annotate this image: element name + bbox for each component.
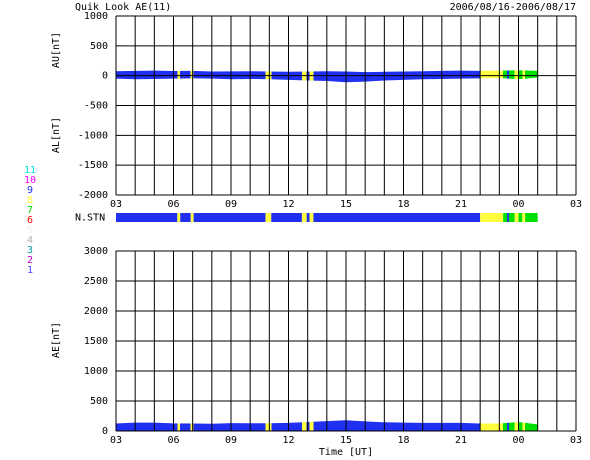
station-segment: [177, 213, 181, 222]
station-label: N.STN: [75, 213, 105, 224]
station-segment: [265, 213, 272, 222]
y-tick-label: 0: [102, 426, 108, 437]
legend-entry: 7: [27, 205, 33, 216]
legend-entry: 10: [24, 175, 36, 186]
chart-title: Quik Look AE(11): [75, 2, 171, 13]
y-tick-label: 0: [102, 71, 108, 82]
station-segment: [518, 213, 523, 222]
station-segment: [190, 213, 194, 222]
x-tick-label: 06: [167, 435, 179, 446]
y-axis-label: AL[nT]: [51, 117, 62, 153]
x-tick-label: 21: [455, 199, 467, 210]
x-tick-label: 03: [110, 199, 122, 210]
legend-entry: 5: [27, 225, 33, 236]
y-axis-label: AE[nT]: [51, 322, 62, 358]
y-tick-label: 500: [90, 396, 108, 407]
station-segment: [193, 213, 266, 222]
y-tick-label: -500: [84, 101, 108, 112]
x-tick-label: 03: [570, 199, 582, 210]
x-tick-label: 09: [225, 199, 237, 210]
x-tick-label: 00: [512, 435, 524, 446]
x-tick-label: 21: [455, 435, 467, 446]
x-tick-label: 03: [110, 435, 122, 446]
legend-entry: 11: [24, 165, 36, 176]
x-tick-label: 06: [167, 199, 179, 210]
station-segment: [508, 213, 515, 222]
station-segment: [271, 213, 302, 222]
x-tick-label: 12: [282, 435, 294, 446]
station-segment: [309, 213, 314, 222]
y-tick-label: 2000: [84, 306, 108, 317]
station-segment: [522, 213, 526, 222]
y-tick-label: 2500: [84, 276, 108, 287]
y-tick-label: -2000: [78, 190, 108, 201]
legend-entry: 8: [27, 195, 33, 206]
legend-entry: 9: [27, 185, 33, 196]
x-tick-label: 09: [225, 435, 237, 446]
station-segment: [525, 213, 538, 222]
legend-entry: 6: [27, 215, 33, 226]
legend-entry: 3: [27, 245, 33, 256]
x-tick-label: 18: [397, 199, 409, 210]
x-axis-label: Time [UT]: [319, 447, 373, 458]
y-tick-label: -1000: [78, 130, 108, 141]
legend-entry: 1: [27, 265, 33, 276]
x-tick-label: 15: [340, 435, 352, 446]
y-tick-label: 500: [90, 41, 108, 52]
y-tick-label: 1000: [84, 11, 108, 22]
x-tick-label: 00: [512, 199, 524, 210]
y-tick-label: 1500: [84, 336, 108, 347]
x-tick-label: 15: [340, 199, 352, 210]
date-range: 2006/08/16-2006/08/17: [450, 2, 576, 13]
station-segment: [514, 213, 519, 222]
x-tick-label: 18: [397, 435, 409, 446]
legend-entry: 2: [27, 255, 33, 266]
station-segment: [480, 213, 504, 222]
station-segment: [313, 213, 481, 222]
station-segment: [503, 213, 507, 222]
y-tick-label: -1500: [78, 160, 108, 171]
y-axis-label: AU[nT]: [51, 32, 62, 68]
station-segment: [180, 213, 191, 222]
station-segment: [116, 213, 178, 222]
station-segment: [306, 213, 310, 222]
x-tick-label: 03: [570, 435, 582, 446]
y-tick-label: 1000: [84, 366, 108, 377]
station-segment: [507, 213, 509, 222]
station-segment: [301, 213, 307, 222]
legend-entry: 4: [27, 235, 33, 246]
y-tick-label: 3000: [84, 246, 108, 257]
x-tick-label: 12: [282, 199, 294, 210]
